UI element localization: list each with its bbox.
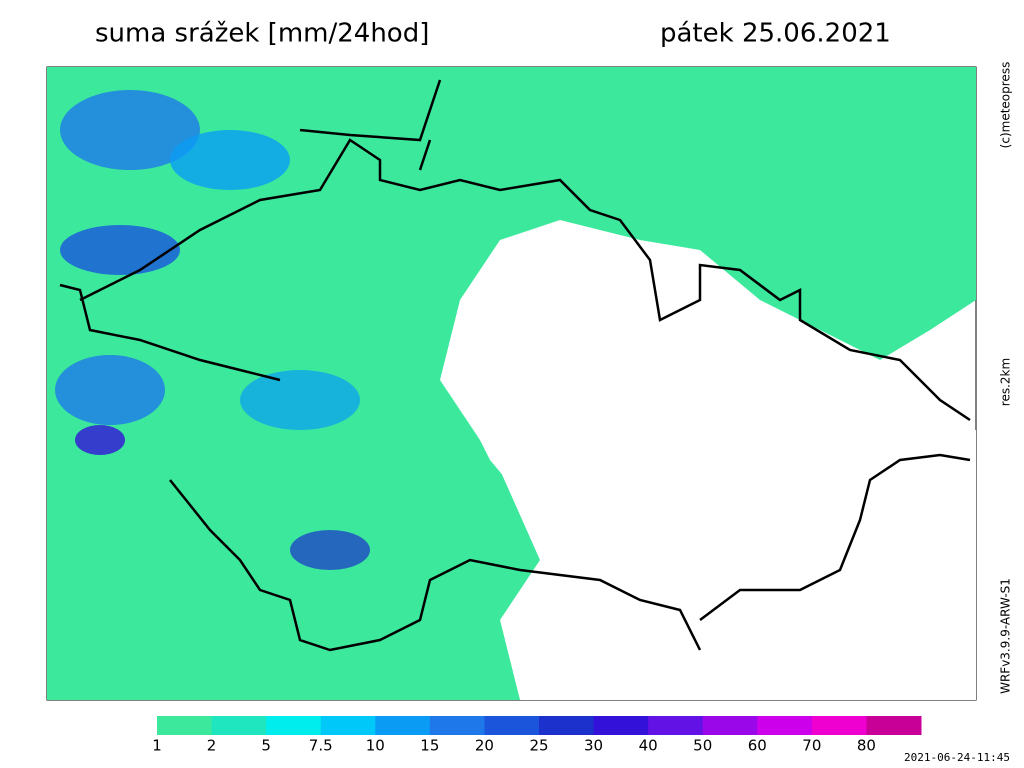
colorbar-segment bbox=[484, 716, 540, 735]
model-label: WRFv3.9.9-ARW-S1 bbox=[999, 578, 1013, 694]
map-title: suma srážek [mm/24hod] bbox=[95, 19, 429, 49]
border-line bbox=[299, 79, 442, 171]
colorbar-label: 30 bbox=[584, 737, 603, 755]
resolution-label: res.2km bbox=[999, 358, 1013, 406]
colorbar-label: 20 bbox=[475, 737, 494, 755]
colorbar-label: 7.5 bbox=[309, 737, 333, 755]
colorbar-segment bbox=[320, 716, 376, 735]
copyright-label: (c)meteopress bbox=[999, 62, 1013, 149]
colorbar-label: 40 bbox=[639, 737, 658, 755]
colorbar-segment bbox=[539, 716, 595, 735]
colorbar-segment bbox=[266, 716, 322, 735]
colorbar-label: 1 bbox=[152, 737, 162, 755]
colorbar-label: 25 bbox=[529, 737, 548, 755]
rain-cell bbox=[60, 90, 200, 170]
colorbar-label: 2 bbox=[207, 737, 217, 755]
colorbar-segment bbox=[757, 716, 813, 735]
border-line bbox=[59, 283, 971, 652]
precip-region bbox=[47, 67, 976, 700]
colorbar-segment bbox=[429, 716, 485, 735]
map-area bbox=[46, 66, 977, 701]
colorbar-label: 10 bbox=[366, 737, 385, 755]
colorbar-segment bbox=[648, 716, 704, 735]
colorbar-segment bbox=[375, 716, 431, 735]
colorbar-label: 5 bbox=[261, 737, 271, 755]
rain-cell bbox=[55, 355, 165, 425]
rain-cell bbox=[240, 370, 360, 430]
colorbar-label: 70 bbox=[802, 737, 821, 755]
timestamp: 2021-06-24-11:45 bbox=[904, 751, 1010, 764]
colorbar-label: 80 bbox=[857, 737, 876, 755]
border-line bbox=[79, 138, 971, 422]
colorbar-segment bbox=[593, 716, 649, 735]
dry-region bbox=[450, 300, 976, 700]
colorbar-segment bbox=[702, 716, 758, 735]
colorbar-segment bbox=[811, 716, 867, 735]
rain-cell bbox=[170, 130, 290, 190]
colorbar: 1 2 5 7.5 10 15 20 25 30 40 50 60 70 80 bbox=[152, 716, 922, 755]
colorbar-label: 60 bbox=[748, 737, 767, 755]
map-date: pátek 25.06.2021 bbox=[660, 19, 891, 49]
rain-cell bbox=[75, 425, 125, 455]
colorbar-segment bbox=[211, 716, 267, 735]
rain-cell bbox=[290, 530, 370, 570]
colorbar-label: 50 bbox=[693, 737, 712, 755]
rain-cell bbox=[60, 225, 180, 275]
colorbar-segment bbox=[157, 716, 213, 735]
colorbar-segment bbox=[866, 716, 922, 735]
colorbar-label: 15 bbox=[420, 737, 439, 755]
